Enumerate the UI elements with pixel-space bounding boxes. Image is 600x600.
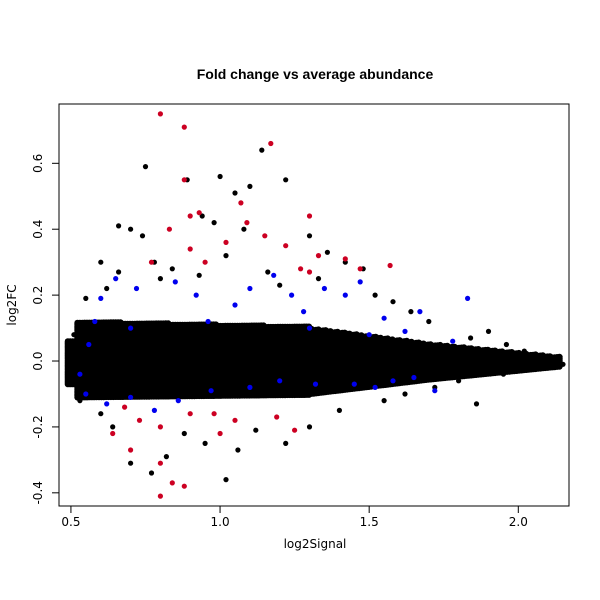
dense-point-cloud: [64, 319, 563, 401]
chart-title: Fold change vs average abundance: [197, 66, 434, 82]
plot-frame: [58, 103, 570, 507]
